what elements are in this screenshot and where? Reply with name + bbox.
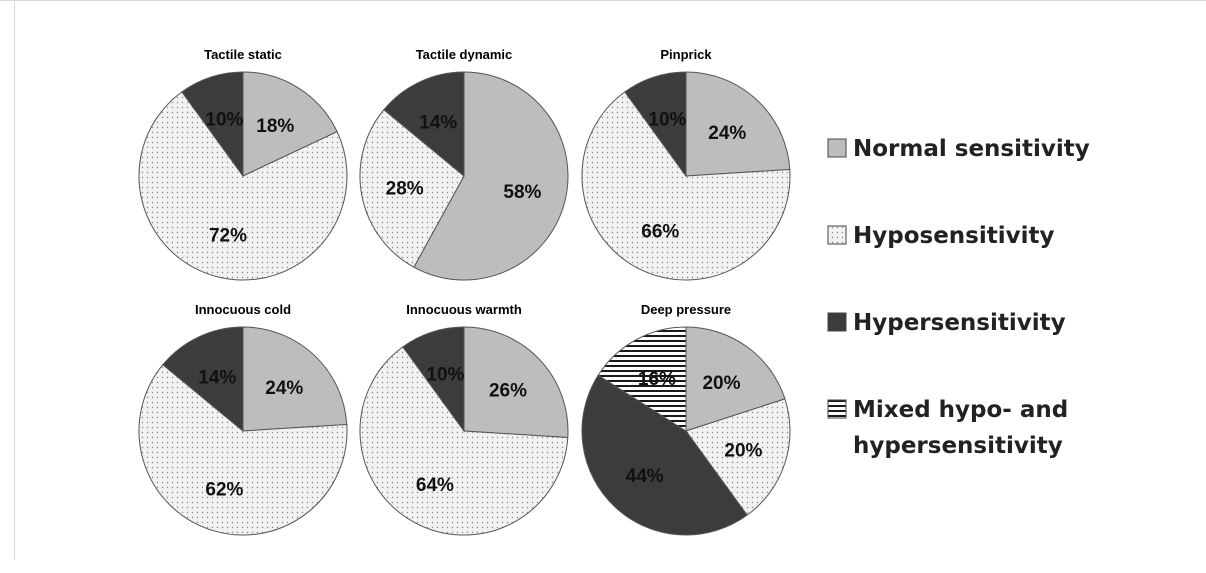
legend-swatch-hyper — [827, 312, 847, 332]
pie-slice-hypo — [138, 364, 348, 536]
slice-label-hypo: 64% — [416, 475, 454, 496]
legend-label: Normal sensitivity — [853, 136, 1090, 162]
slice-label-normal: 18% — [256, 116, 294, 137]
slice-label-hyper: 10% — [426, 365, 464, 386]
slice-label-hypo: 20% — [724, 441, 762, 462]
pie-title: Innocuous cold — [195, 302, 291, 317]
legend-item-normal: Normal sensitivity — [827, 136, 1090, 162]
pie-title: Tactile dynamic — [416, 47, 513, 62]
slice-label-hypo: 62% — [205, 479, 243, 500]
slice-label-hyper: 10% — [205, 110, 243, 131]
pie-slice-hypo — [359, 346, 569, 536]
pie-slice-mixed — [597, 326, 687, 432]
pie-tactile-static: Tactile static 18% 72% 10% — [138, 47, 348, 281]
legend-label: Hyposensitivity — [853, 223, 1055, 249]
frame-left-border — [14, 0, 15, 560]
pie-innocuous-warmth: Innocuous warmth 26% 64% 10% — [359, 302, 569, 536]
pie-slice-hypo — [685, 398, 791, 516]
frame-top-border — [0, 0, 1206, 1]
legend-swatch-mixed — [827, 399, 847, 419]
legend-swatch-normal — [827, 138, 847, 158]
legend: Normal sensitivity Hyposensitivity Hyperse… — [827, 136, 1090, 459]
slice-label-normal: 20% — [702, 373, 740, 394]
pie-slice-normal — [242, 326, 348, 432]
pie-pinprick: Pinprick 24% 66% 10% — [581, 47, 791, 281]
slice-label-hypo: 72% — [209, 225, 247, 246]
pie-slice-normal — [463, 326, 569, 439]
slice-label-normal: 24% — [265, 378, 303, 399]
slice-label-normal: 24% — [708, 123, 746, 144]
legend-item-hyper: Hypersensitivity — [827, 310, 1066, 336]
slice-label-hyper: 44% — [626, 466, 664, 487]
pie-innocuous-cold: Innocuous cold 24% 62% 14% — [138, 302, 348, 536]
pie-slice-hyper — [181, 71, 244, 178]
slice-label-hyper: 10% — [648, 110, 686, 131]
slice-label-mixed: 16% — [638, 369, 676, 390]
pie-slice-normal — [242, 71, 338, 177]
pie-tactile-dynamic: Tactile dynamic 58% 28% 14% — [359, 47, 569, 281]
pie-title: Tactile static — [204, 47, 282, 62]
pie-slice-normal — [685, 71, 791, 177]
pie-title: Deep pressure — [641, 302, 731, 317]
pie-slice-normal — [413, 71, 569, 281]
pie-title: Innocuous warmth — [406, 302, 522, 317]
slice-label-hyper: 14% — [198, 367, 236, 388]
slice-label-normal: 26% — [489, 381, 527, 402]
pie-slice-hyper — [581, 374, 748, 536]
legend-swatch-hypo — [827, 225, 847, 245]
pie-slice-hyper — [162, 326, 244, 433]
slice-label-hyper: 14% — [419, 112, 457, 133]
pie-slice-hypo — [581, 91, 791, 281]
pie-slice-normal — [685, 326, 786, 432]
pie-slice-hyper — [624, 71, 687, 178]
legend-label: Hypersensitivity — [853, 310, 1066, 336]
pie-slice-hyper — [383, 71, 465, 178]
pie-deep-pressure: Deep pressure 20% 20% 44% 16% — [581, 302, 791, 536]
slice-label-normal: 58% — [503, 182, 541, 203]
legend-item-hypo: Hyposensitivity — [827, 223, 1055, 249]
pie-slice-hypo — [359, 109, 465, 268]
legend-item-mixed: Mixed hypo- and hypersensitivity — [827, 397, 1068, 459]
slice-label-hypo: 28% — [386, 178, 424, 199]
legend-label: hypersensitivity — [853, 433, 1063, 459]
pie-title: Pinprick — [660, 47, 712, 62]
pie-slice-hypo — [138, 91, 348, 281]
slice-label-hypo: 66% — [641, 222, 679, 243]
pie-slice-hyper — [402, 326, 465, 433]
legend-label: Mixed hypo- and — [853, 397, 1068, 423]
